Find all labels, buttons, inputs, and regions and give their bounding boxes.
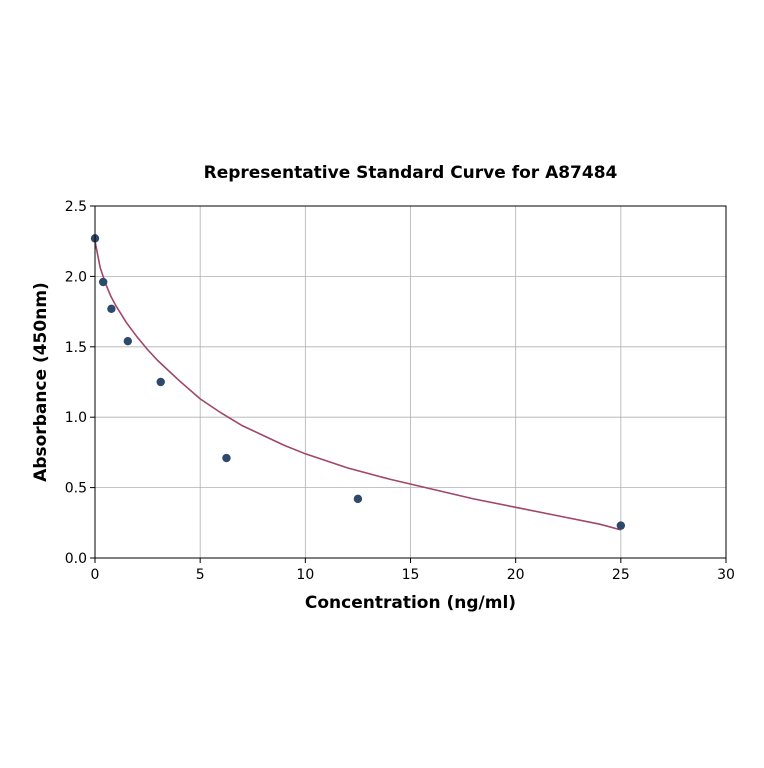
data-point [99,277,108,287]
data-point [107,304,116,313]
y-axis-label: Absorbance (450nm) [31,282,51,482]
y-tick-label: 2.5 [65,199,87,215]
data-point [353,494,363,504]
data-point [123,336,133,346]
y-tick-label: 0.5 [65,481,87,497]
grid [94,205,727,559]
x-tick-label: 0 [91,567,100,583]
x-tick-label: 15 [402,567,420,583]
x-tick-label: 25 [612,567,630,583]
x-tick-label: 20 [507,567,525,583]
fit-curve-line [94,241,622,531]
x-tick-label: 30 [717,567,735,583]
data-point [616,521,626,530]
x-axis-ticks: 0 5 10 15 20 25 30 [91,558,735,583]
data-point [222,453,231,463]
y-tick-label: 2.0 [65,269,87,285]
y-tick-label: 0.0 [65,551,87,567]
data-points-layer [90,234,626,530]
chart-title: Representative Standard Curve for A87484 [204,163,618,183]
x-tick-label: 10 [296,567,314,583]
y-tick-label: 1.0 [65,410,87,426]
x-tick-label: 5 [196,567,205,583]
y-axis-ticks: 0.0 0.5 1.0 1.5 2.0 2.5 [65,199,95,567]
x-axis-label: Concentration (ng/ml) [305,593,516,613]
y-tick-label: 1.5 [65,340,87,356]
fit-curve-layer [94,241,622,531]
data-point [156,377,165,387]
